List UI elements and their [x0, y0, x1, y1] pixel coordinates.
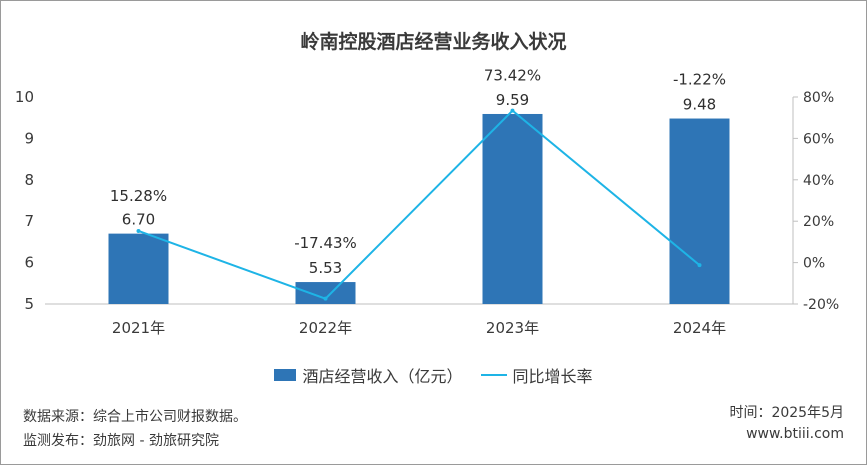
- y-left-tick-label: 7: [24, 212, 34, 230]
- y-left-tick-label: 6: [24, 254, 34, 272]
- legend-label-revenue: 酒店经营收入（亿元）: [302, 367, 463, 386]
- growth-point: [510, 108, 515, 113]
- legend-item-revenue: 酒店经营收入（亿元）: [274, 363, 463, 387]
- source-note: 数据来源：综合上市公司财报数据。: [23, 409, 247, 425]
- legend-label-growth: 同比增长率: [512, 367, 593, 386]
- growth-point: [697, 263, 702, 268]
- site-note: www.btiii.com: [746, 426, 844, 442]
- time-note: 时间：2025年5月: [729, 405, 844, 421]
- y-right-tick-label: 40%: [803, 173, 834, 189]
- y-right-tick-label: -20%: [803, 297, 839, 313]
- monitor-note: 监测发布：劲旅网 - 劲旅研究院: [23, 433, 219, 449]
- x-tick-label: 2024年: [673, 319, 726, 337]
- legend-item-growth: 同比增长率: [480, 363, 593, 387]
- bar-value-label: 5.53: [309, 259, 342, 277]
- chart-title: 岭南控股酒店经营业务收入状况: [300, 31, 567, 53]
- growth-point: [136, 228, 141, 233]
- y-left-tick-label: 5: [24, 295, 34, 313]
- y-left-tick-label: 8: [24, 171, 34, 189]
- y-right-tick-label: 80%: [803, 90, 834, 106]
- bar-2022年: [295, 282, 356, 304]
- y-right-tick-label: 60%: [803, 131, 834, 147]
- x-tick-label: 2023年: [486, 319, 539, 337]
- legend: 酒店经营收入（亿元） 同比增长率: [1, 363, 866, 387]
- x-tick-label: 2021年: [112, 319, 165, 337]
- x-tick-label: 2022年: [299, 319, 352, 337]
- bar-2023年: [482, 113, 543, 304]
- legend-swatch-bar: [274, 369, 297, 381]
- growth-value-label: -17.43%: [294, 234, 357, 252]
- growth-value-label: 73.42%: [484, 67, 541, 85]
- bar-value-label: 6.70: [122, 211, 155, 229]
- bar-2024年: [669, 118, 730, 304]
- legend-swatch-line: [480, 374, 507, 376]
- growth-value-label: 15.28%: [110, 187, 167, 205]
- bar-2021年: [108, 233, 169, 304]
- bar-value-label: 9.59: [496, 91, 529, 109]
- growth-value-label: -1.22%: [673, 71, 726, 89]
- y-left-tick-label: 9: [24, 129, 34, 147]
- y-right-tick-label: 20%: [803, 214, 834, 230]
- y-right-tick-label: 0%: [803, 256, 825, 272]
- growth-point: [323, 296, 328, 301]
- y-left-tick-label: 10: [15, 88, 34, 106]
- bar-value-label: 9.48: [683, 96, 716, 114]
- growth-line: [138, 109, 701, 300]
